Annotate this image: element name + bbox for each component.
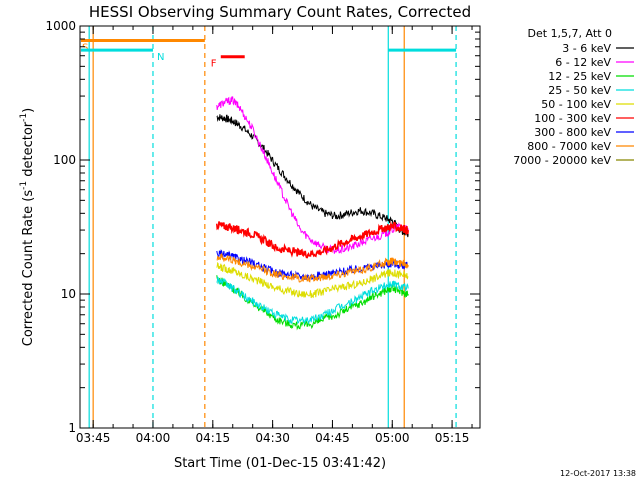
x-tick-label-5: 05:00: [375, 431, 410, 445]
y-axis-label-sup1: -1: [19, 181, 29, 190]
x-tick-label-2: 04:15: [196, 431, 231, 445]
y-axis-label-sup2: -1: [19, 113, 29, 122]
series-line-6: [216, 249, 409, 281]
y-axis-label: Corrected Count Rate (s-1 detector-1): [19, 108, 36, 346]
x-tick-label-3: 04:30: [255, 431, 290, 445]
series-line-2: [216, 275, 409, 331]
marker-label-2: F: [211, 59, 217, 70]
footer-date: 12-Oct-2017 13:38: [560, 469, 636, 478]
plot-frame: [79, 25, 481, 429]
y-tick-label-1: 10: [61, 287, 76, 301]
legend-label-1: 6 - 12 keV: [555, 56, 611, 69]
series-line-5: [216, 221, 409, 259]
legend-label-5: 100 - 300 keV: [534, 112, 611, 125]
legend-label-2: 12 - 25 keV: [548, 70, 611, 83]
x-tick-label-1: 04:00: [136, 431, 171, 445]
legend-label-4: 50 - 100 keV: [541, 98, 611, 111]
y-tick-label-0: 1: [68, 421, 76, 435]
y-tick-label-3: 1000: [45, 19, 76, 33]
marker-label-0: S: [82, 42, 88, 53]
x-tick-label-0: 03:45: [76, 431, 111, 445]
x-tick-label-6: 05:15: [435, 431, 470, 445]
x-tick-label-4: 04:45: [315, 431, 350, 445]
legend-label-7: 800 - 7000 keV: [527, 140, 611, 153]
legend-label-3: 25 - 50 keV: [548, 84, 611, 97]
series-line-1: [216, 96, 409, 255]
series-line-4: [216, 261, 409, 299]
legend-title: Det 1,5,7, Att 0: [528, 27, 612, 40]
legend-label-6: 300 - 800 keV: [534, 126, 611, 139]
chart-title: HESSI Observing Summary Count Rates, Cor…: [89, 3, 471, 21]
series-line-0: [216, 114, 409, 238]
y-axis-label-main: Corrected Count Rate (s: [21, 190, 36, 347]
y-axis: 1 10 100 1000: [45, 19, 480, 435]
x-axis: 03:45 04:00 04:15 04:30 04:45 05:00 05:15: [76, 26, 473, 445]
marker-label-1: N: [157, 52, 164, 63]
y-axis-label-end: ): [21, 108, 36, 113]
legend-label-0: 3 - 6 keV: [562, 42, 611, 55]
legend-label-8: 7000 - 20000 keV: [513, 154, 611, 167]
x-axis-label: Start Time (01-Dec-15 03:41:42): [174, 456, 386, 471]
y-tick-label-2: 100: [53, 153, 76, 167]
plot-area: S N F: [81, 26, 457, 429]
series-line-7: [216, 252, 409, 283]
series-line-3: [216, 276, 409, 326]
y-axis-label-mid: detector: [21, 121, 36, 181]
